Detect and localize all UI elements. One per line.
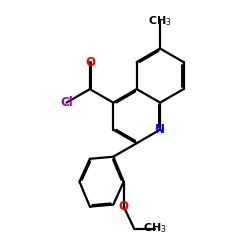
Text: O: O — [85, 56, 95, 68]
Text: CH$_3$: CH$_3$ — [148, 14, 172, 28]
Text: CH$_3$: CH$_3$ — [143, 222, 167, 235]
Text: O: O — [119, 200, 129, 213]
Text: N: N — [155, 123, 165, 136]
Text: Cl: Cl — [60, 96, 73, 109]
